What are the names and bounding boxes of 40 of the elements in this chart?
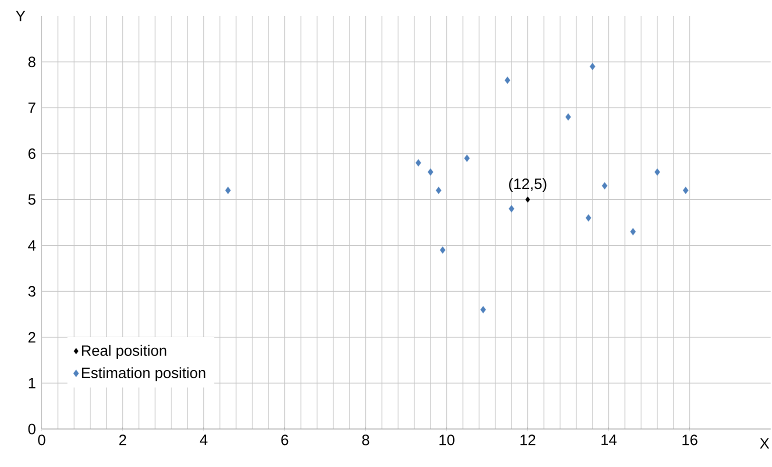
y-tick-label: 0: [28, 424, 36, 434]
point: [440, 246, 446, 254]
point: [586, 214, 592, 222]
point: [630, 228, 636, 236]
y-tick-label: 5: [28, 194, 36, 205]
point: [602, 182, 608, 190]
y-axis-title: Y: [16, 10, 26, 22]
y-tick-label: 2: [28, 332, 36, 342]
y-tick-label: 1: [28, 378, 36, 388]
point: [415, 159, 422, 167]
y-tick-label: 3: [28, 286, 36, 297]
point: [525, 196, 530, 203]
point: [682, 186, 689, 194]
x-tick-label: 12: [520, 434, 536, 446]
point: [508, 204, 514, 213]
point: [480, 306, 486, 314]
legend-label: Real position: [82, 344, 166, 359]
point: [464, 154, 470, 162]
y-tick-label: 7: [28, 102, 36, 113]
y-tick-label: 6: [28, 148, 36, 159]
point: [436, 186, 442, 194]
point: [428, 168, 434, 176]
x-tick-label: 2: [119, 434, 126, 446]
x-axis-title: X: [760, 438, 770, 448]
x-tick-label: 8: [362, 434, 370, 446]
x-tick-label: 6: [281, 434, 288, 446]
x-tick-label: 14: [602, 434, 617, 445]
y-tick-label: 8: [28, 56, 36, 68]
x-tick-label: 16: [682, 434, 698, 446]
point: [504, 76, 510, 84]
point: [654, 168, 660, 176]
legend-label: Estimation position: [82, 367, 206, 382]
y-tick-label: 4: [28, 240, 36, 251]
point: [225, 186, 231, 194]
x-tick-label: 10: [440, 434, 454, 446]
x-tick-label: 0: [38, 434, 46, 446]
annotation: (12,5): [509, 178, 546, 192]
point: [590, 62, 596, 70]
x-tick-label: 4: [200, 434, 208, 445]
point: [565, 113, 572, 121]
